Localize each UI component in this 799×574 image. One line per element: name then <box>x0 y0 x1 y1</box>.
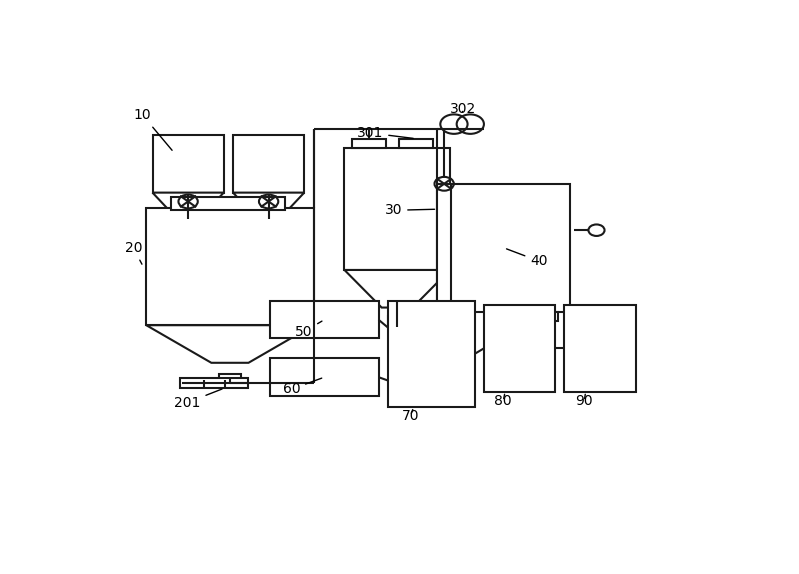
Bar <box>344 149 450 270</box>
Bar <box>146 208 313 325</box>
Polygon shape <box>153 193 224 219</box>
Text: 20: 20 <box>125 241 142 264</box>
Text: 10: 10 <box>134 108 172 150</box>
Text: 80: 80 <box>495 394 512 408</box>
Bar <box>437 184 570 312</box>
Polygon shape <box>344 270 450 308</box>
Bar <box>388 301 475 407</box>
Bar <box>171 197 285 210</box>
Text: 70: 70 <box>401 409 419 423</box>
Bar <box>181 378 248 388</box>
Bar <box>219 374 240 383</box>
Bar <box>439 312 473 329</box>
Bar <box>484 305 555 391</box>
Text: 50: 50 <box>295 321 322 339</box>
Bar <box>437 184 451 312</box>
Bar <box>352 139 386 149</box>
Text: 30: 30 <box>385 203 435 218</box>
Text: 301: 301 <box>357 126 413 140</box>
Bar <box>564 305 635 391</box>
Bar <box>546 312 558 321</box>
Text: 40: 40 <box>507 249 548 268</box>
Polygon shape <box>233 193 304 219</box>
Text: 60: 60 <box>283 378 322 396</box>
Text: 201: 201 <box>174 389 222 410</box>
Bar <box>399 139 433 149</box>
Bar <box>153 135 224 193</box>
Bar <box>270 301 379 339</box>
Text: 90: 90 <box>575 394 593 408</box>
Polygon shape <box>146 325 313 363</box>
Bar <box>388 316 407 327</box>
Bar <box>270 358 379 396</box>
Text: 302: 302 <box>450 102 476 115</box>
Bar <box>233 135 304 193</box>
